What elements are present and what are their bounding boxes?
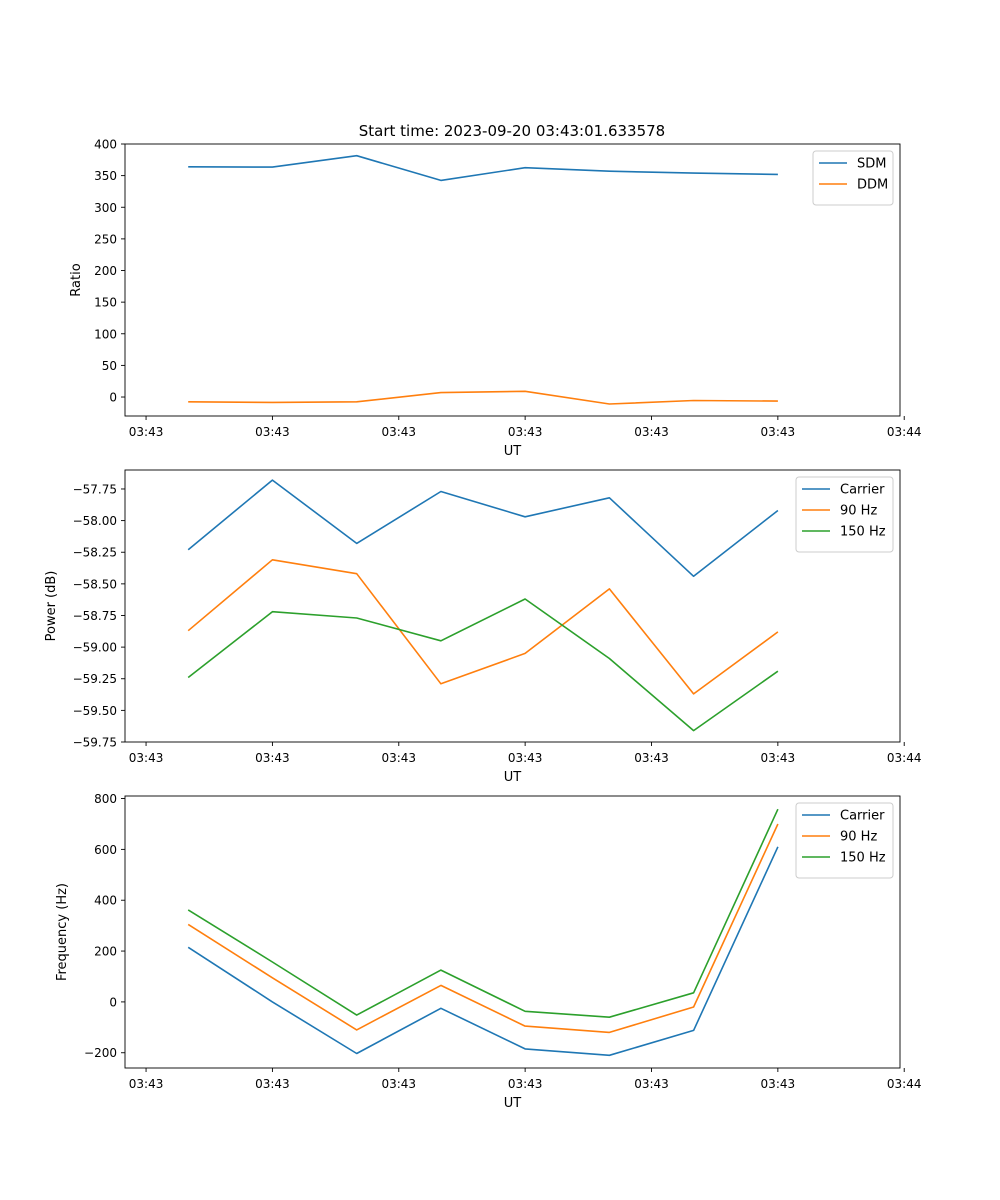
- y-tick-label: −59.25: [73, 672, 117, 686]
- y-tick-label: −58.00: [73, 514, 117, 528]
- chart-panel-3: 03:43 03:43 03:43 03:43 03:43 03:43 03:44 −200 0…: [55, 792, 922, 1111]
- legend-label: Carrier: [840, 809, 885, 824]
- y-tick-label: 600: [94, 843, 117, 857]
- series-line-150-hz: [187, 598, 779, 732]
- legend-box: [795, 476, 894, 553]
- axes-frame: [124, 469, 901, 743]
- x-tick-label: 03:43: [381, 1077, 416, 1091]
- x-axis-label: UT: [504, 444, 522, 459]
- legend: Carrier 90 Hz 150 Hz: [795, 476, 894, 553]
- x-tick-label: 03:43: [761, 425, 796, 439]
- y-tick-label: 400: [94, 894, 117, 908]
- y-tick-label: 800: [94, 792, 117, 806]
- y-tick-label: 350: [94, 169, 117, 183]
- legend-label: 90 Hz: [840, 830, 877, 845]
- x-tick-label: 03:44: [887, 425, 922, 439]
- legend-label: SDM: [857, 157, 886, 172]
- legend-box: [795, 802, 894, 879]
- y-axis-label: Power (dB): [44, 571, 59, 642]
- series-line-150-hz: [187, 808, 779, 1019]
- x-tick-label: 03:43: [129, 1077, 164, 1091]
- y-tick-label: 0: [109, 995, 117, 1009]
- x-axis-label: UT: [504, 770, 522, 785]
- y-axis-label: Ratio: [69, 263, 84, 296]
- y-tick-label: −58.75: [73, 609, 117, 623]
- legend: SDM DDM: [812, 150, 894, 206]
- x-tick-label: 03:43: [634, 425, 669, 439]
- x-tick-label: 03:43: [761, 751, 796, 765]
- x-tick-label: 03:43: [761, 1077, 796, 1091]
- legend-label: Carrier: [840, 483, 885, 498]
- y-tick-label: −59.50: [73, 704, 117, 718]
- y-tick-label: 50: [102, 359, 117, 373]
- x-tick-label: 03:43: [381, 425, 416, 439]
- series-line-carrier: [187, 479, 779, 578]
- series-line-sdm: [188, 154, 778, 182]
- y-axis-label: Frequency (Hz): [55, 883, 70, 981]
- x-tick-label: 03:43: [129, 751, 164, 765]
- x-tick-label: 03:43: [634, 751, 669, 765]
- y-tick-label: 200: [94, 945, 117, 959]
- x-tick-label: 03:43: [508, 425, 543, 439]
- x-tick-label: 03:44: [887, 1077, 922, 1091]
- y-tick-label: 200: [94, 264, 117, 278]
- y-tick-label: 250: [94, 232, 117, 246]
- y-tick-label: −200: [84, 1046, 117, 1060]
- chart-panel-2: 03:43 03:43 03:43 03:43 03:43 03:43 03:44 −59.7…: [44, 469, 922, 785]
- figure-title: Start time: 2023-09-20 03:43:01.633578: [359, 122, 665, 140]
- series-line-carrier: [187, 846, 779, 1057]
- y-tick-label: 300: [94, 201, 117, 215]
- x-axis-label: UT: [504, 1096, 522, 1111]
- series-line-90-hz: [187, 558, 779, 695]
- axes-frame: [124, 143, 901, 417]
- x-tick-label: 03:43: [129, 425, 164, 439]
- y-tick-label: −57.75: [73, 482, 117, 496]
- legend: Carrier 90 Hz 150 Hz: [795, 802, 894, 879]
- x-tick-label: 03:43: [508, 751, 543, 765]
- x-tick-label: 03:43: [255, 425, 290, 439]
- y-tick-label: 150: [94, 296, 117, 310]
- panels: 03:43 03:43 03:43 03:43 03:43 03:43 03:44 0 50 10…: [44, 138, 922, 1112]
- x-tick-label: 03:43: [255, 751, 290, 765]
- y-tick-label: 0: [109, 391, 117, 405]
- legend-label: 90 Hz: [840, 504, 877, 519]
- legend-label: 150 Hz: [840, 851, 886, 866]
- y-tick-label: −59.00: [73, 641, 117, 655]
- x-tick-label: 03:44: [887, 751, 922, 765]
- x-tick-label: 03:43: [381, 751, 416, 765]
- x-tick-label: 03:43: [255, 1077, 290, 1091]
- y-tick-label: −59.75: [73, 736, 117, 750]
- legend-label: DDM: [857, 178, 888, 193]
- axes-frame: [124, 795, 901, 1069]
- series-line-90-hz: [187, 823, 779, 1034]
- y-tick-label: −58.25: [73, 546, 117, 560]
- y-tick-label: −58.50: [73, 577, 117, 591]
- y-tick-label: 400: [94, 138, 117, 152]
- legend-label: 150 Hz: [840, 525, 886, 540]
- x-tick-label: 03:43: [508, 1077, 543, 1091]
- x-tick-label: 03:43: [634, 1077, 669, 1091]
- legend-box: [812, 150, 894, 206]
- series-line-ddm: [188, 390, 778, 405]
- y-tick-label: 100: [94, 327, 117, 341]
- chart-panel-1: 03:43 03:43 03:43 03:43 03:43 03:43 03:44 0 50 10…: [69, 138, 922, 460]
